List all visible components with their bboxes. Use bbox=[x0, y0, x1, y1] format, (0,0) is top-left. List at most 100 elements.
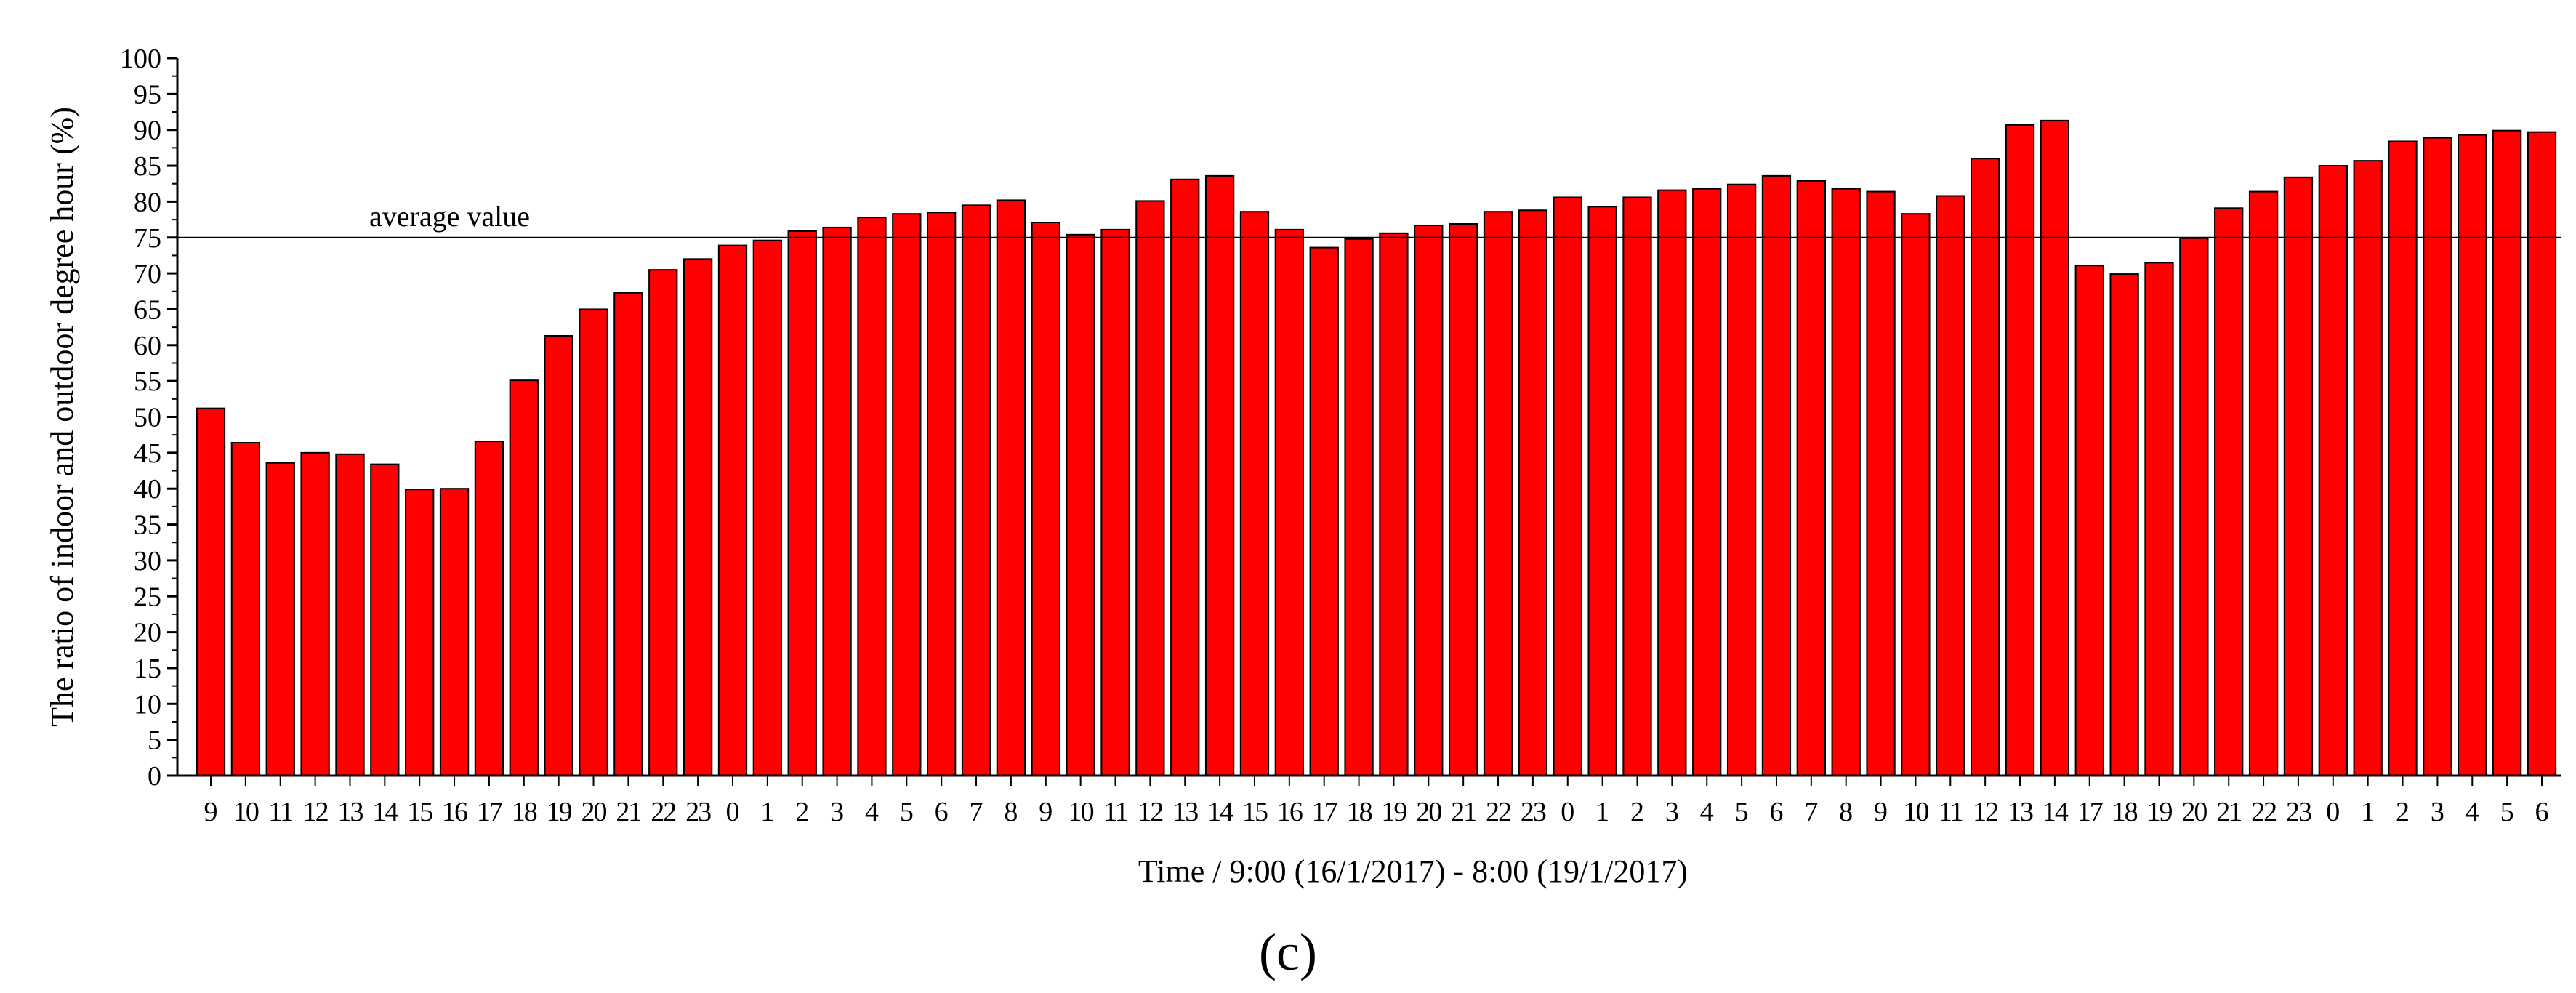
bar-18 bbox=[822, 226, 852, 776]
x-tick-label: 12 bbox=[1138, 797, 1162, 827]
bar-67 bbox=[2527, 131, 2557, 777]
y-tick-label: 5 bbox=[148, 725, 161, 756]
bar-14 bbox=[683, 258, 713, 776]
bar-11 bbox=[579, 308, 608, 776]
x-tick-label: 17 bbox=[477, 797, 502, 827]
x-tick-label: 16 bbox=[1277, 797, 1303, 827]
bar-6 bbox=[405, 489, 435, 776]
x-tick-label: 2 bbox=[795, 797, 809, 827]
bar-33 bbox=[1344, 238, 1374, 777]
x-tick-label: 4 bbox=[865, 797, 879, 827]
x-tick-label: 0 bbox=[2326, 797, 2340, 827]
y-tick-label: 50 bbox=[134, 403, 161, 433]
bar-53 bbox=[2040, 119, 2070, 776]
x-tick-label: 18 bbox=[512, 797, 537, 827]
bar-21 bbox=[927, 212, 957, 776]
y-tick-label: 85 bbox=[134, 151, 161, 182]
bar-9 bbox=[509, 379, 539, 776]
x-tick-label: 1 bbox=[760, 797, 774, 827]
bars-group bbox=[196, 119, 2557, 777]
x-tick-label: 19 bbox=[1381, 797, 1406, 827]
x-tick-label: 13 bbox=[2008, 797, 2033, 827]
x-tick-label: 9 bbox=[1874, 797, 1888, 827]
y-tick-label: 70 bbox=[134, 259, 161, 289]
x-tick-label: 6 bbox=[2535, 797, 2549, 827]
x-tick-label: 15 bbox=[1242, 797, 1268, 827]
x-tick-label: 23 bbox=[685, 797, 711, 827]
bar-46 bbox=[1796, 180, 1826, 776]
y-tick-label: 55 bbox=[134, 366, 161, 397]
x-tick-label: 3 bbox=[1665, 797, 1679, 827]
bar-64 bbox=[2423, 137, 2452, 776]
x-tick-label: 18 bbox=[2112, 797, 2138, 827]
bar-41 bbox=[1622, 196, 1652, 777]
x-tick-label: 10 bbox=[1903, 797, 1928, 827]
bar-61 bbox=[2318, 165, 2348, 777]
bar-55 bbox=[2109, 273, 2139, 776]
x-tick-label: 12 bbox=[303, 797, 328, 827]
x-tick-label: 11 bbox=[1103, 797, 1127, 827]
x-tick-label: 1 bbox=[1595, 797, 1609, 827]
x-tick-label: 2 bbox=[1630, 797, 1644, 827]
x-tick-label: 3 bbox=[2431, 797, 2444, 827]
bar-62 bbox=[2353, 160, 2383, 776]
x-tick-label: 7 bbox=[970, 797, 983, 827]
x-tick-label: 9 bbox=[204, 797, 218, 827]
y-tick-label: 15 bbox=[134, 654, 161, 684]
x-tick-label: 5 bbox=[900, 797, 914, 827]
bar-38 bbox=[1518, 209, 1548, 776]
bar-28 bbox=[1170, 178, 1200, 777]
x-tick-label: 20 bbox=[1416, 797, 1441, 827]
bar-48 bbox=[1866, 190, 1896, 776]
x-tick-label: 0 bbox=[1561, 797, 1574, 827]
bar-16 bbox=[752, 239, 782, 776]
x-tick-label: 21 bbox=[2216, 797, 2241, 827]
bar-24 bbox=[1031, 222, 1060, 776]
x-tick-label: 4 bbox=[2466, 797, 2479, 827]
x-tick-label: 14 bbox=[1207, 797, 1233, 827]
bar-20 bbox=[892, 213, 922, 776]
y-tick-label: 90 bbox=[134, 116, 161, 146]
bar-35 bbox=[1414, 224, 1444, 777]
bar-54 bbox=[2074, 265, 2104, 776]
x-tick-label: 19 bbox=[547, 797, 572, 827]
x-tick-label: 10 bbox=[1068, 797, 1094, 827]
x-tick-label: 21 bbox=[616, 797, 640, 827]
x-tick-label: 9 bbox=[1039, 797, 1052, 827]
x-tick-label: 5 bbox=[2500, 797, 2514, 827]
x-tick-label: 20 bbox=[581, 797, 607, 827]
x-tick-label: 12 bbox=[1973, 797, 1997, 827]
bar-26 bbox=[1100, 228, 1130, 776]
y-tick-label: 35 bbox=[134, 510, 161, 541]
y-ticks-group: 0 5 10 15 20 25 30 35 40 45 50 55 60 65 70 75 80 85 90 95 10… bbox=[120, 44, 177, 792]
bar-22 bbox=[961, 204, 991, 776]
bar-65 bbox=[2458, 134, 2487, 777]
bar-29 bbox=[1204, 174, 1235, 776]
bar-0 bbox=[196, 407, 226, 776]
bar-49 bbox=[1901, 213, 1931, 776]
bar-37 bbox=[1483, 211, 1513, 777]
x-tick-label: 11 bbox=[268, 797, 292, 827]
x-tick-label: 16 bbox=[442, 797, 467, 827]
x-tick-label: 8 bbox=[1839, 797, 1853, 827]
y-tick-label: 20 bbox=[134, 618, 161, 648]
y-axis-title: The ratio of indoor and outdoor degree h… bbox=[44, 107, 80, 727]
x-tick-label: 6 bbox=[1769, 797, 1783, 827]
x-tick-label: 11 bbox=[1939, 797, 1963, 827]
x-tick-label: 13 bbox=[337, 797, 363, 827]
x-tick-label: 6 bbox=[935, 797, 949, 827]
bar-30 bbox=[1239, 211, 1270, 777]
bar-63 bbox=[2388, 140, 2418, 777]
x-tick-label: 13 bbox=[1172, 797, 1198, 827]
bar-3 bbox=[300, 451, 330, 776]
y-tick-label: 30 bbox=[134, 546, 161, 576]
bar-34 bbox=[1379, 232, 1409, 776]
bar-40 bbox=[1587, 206, 1617, 776]
y-tick-label: 40 bbox=[134, 474, 161, 504]
x-tick-label: 3 bbox=[830, 797, 844, 827]
y-tick-label: 75 bbox=[134, 223, 161, 254]
x-tick-label: 0 bbox=[725, 797, 739, 827]
bar-2 bbox=[265, 462, 295, 776]
bar-44 bbox=[1726, 183, 1757, 776]
